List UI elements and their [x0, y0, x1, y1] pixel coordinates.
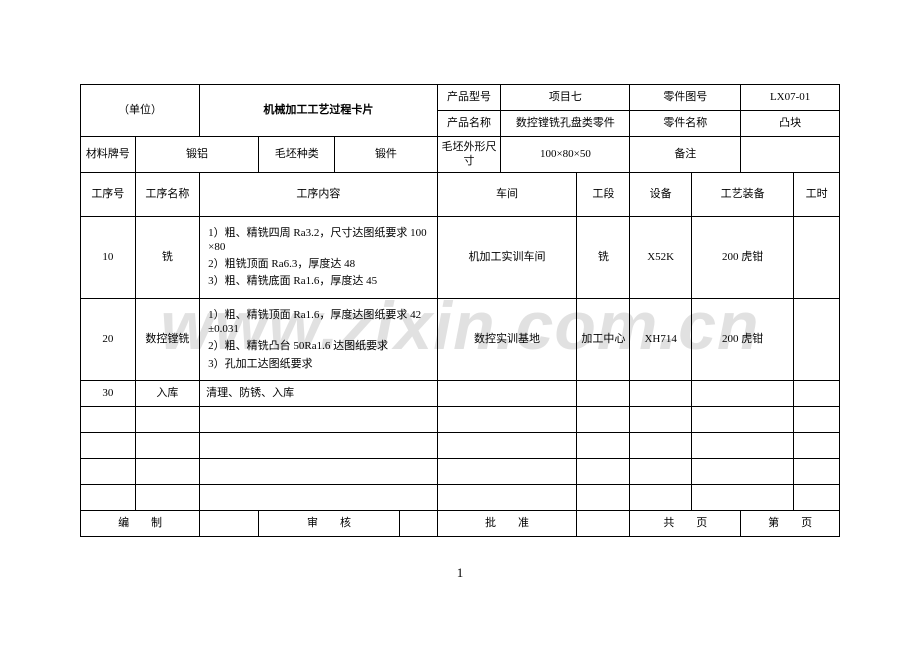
content-line: 1）粗、精铣顶面 Ra1.6，厚度达图纸要求 42±0.031 — [208, 308, 429, 337]
op-no: 30 — [81, 380, 136, 406]
table-row-empty — [81, 432, 840, 458]
content-line: 2）粗、精铣凸台 50Ra1.6 达图纸要求 — [208, 339, 429, 353]
product-model: 项目七 — [501, 85, 630, 111]
content-line: 2）粗铣顶面 Ra6.3，厚度达 48 — [208, 257, 429, 271]
process-card-sheet: （单位） 机械加工工艺过程卡片 产品型号 项目七 零件图号 LX07-01 产品… — [80, 84, 840, 581]
blank-size-label: 毛坯外形尺寸 — [437, 137, 501, 173]
unit-cell: （单位） — [81, 85, 200, 137]
remark-label: 备注 — [630, 137, 741, 173]
remark — [741, 137, 840, 173]
table-row-empty — [81, 406, 840, 432]
col-op-content: 工序内容 — [200, 172, 438, 216]
workshop: 数控实训基地 — [437, 298, 577, 380]
op-content: 清理、防锈、入库 — [200, 380, 438, 406]
op-no: 10 — [81, 216, 136, 298]
content-line: 3）孔加工达图纸要求 — [208, 357, 429, 371]
product-name-label: 产品名称 — [437, 111, 501, 137]
col-op-no: 工序号 — [81, 172, 136, 216]
workshop — [437, 380, 577, 406]
page-no-label: 第 页 — [741, 510, 840, 536]
part-drawing-no-label: 零件图号 — [630, 85, 741, 111]
process-card-table: （单位） 机械加工工艺过程卡片 产品型号 项目七 零件图号 LX07-01 产品… — [80, 84, 840, 537]
page-number: 1 — [80, 565, 840, 581]
equipment — [630, 380, 691, 406]
col-tooling: 工艺装备 — [691, 172, 793, 216]
hours — [794, 380, 840, 406]
tooling — [691, 380, 793, 406]
card-title: 机械加工工艺过程卡片 — [200, 85, 438, 137]
total-pages-label: 共 页 — [630, 510, 741, 536]
op-name: 数控镗铣 — [135, 298, 200, 380]
hours — [794, 216, 840, 298]
material-no: 锻铝 — [135, 137, 259, 173]
table-row: 10 铣 1）粗、精铣四周 Ra3.2，尺寸达图纸要求 100×80 2）粗铣顶… — [81, 216, 840, 298]
table-row: 20 数控镗铣 1）粗、精铣顶面 Ra1.6，厚度达图纸要求 42±0.031 … — [81, 298, 840, 380]
col-workshop: 车间 — [437, 172, 577, 216]
part-name: 凸块 — [741, 111, 840, 137]
table-row-empty — [81, 484, 840, 510]
footer-row: 编 制 审 核 批 准 共 页 第 页 — [81, 510, 840, 536]
col-section: 工段 — [577, 172, 630, 216]
section: 加工中心 — [577, 298, 630, 380]
content-line: 3）粗、精铣底面 Ra1.6，厚度达 45 — [208, 274, 429, 288]
op-content: 1）粗、精铣四周 Ra3.2，尺寸达图纸要求 100×80 2）粗铣顶面 Ra6… — [200, 216, 438, 298]
blank-type-label: 毛坯种类 — [259, 137, 335, 173]
equipment: XH714 — [630, 298, 691, 380]
op-name: 铣 — [135, 216, 200, 298]
hours — [794, 298, 840, 380]
col-equipment: 设备 — [630, 172, 691, 216]
content-line: 1）粗、精铣四周 Ra3.2，尺寸达图纸要求 100×80 — [208, 226, 429, 255]
op-name: 入库 — [135, 380, 200, 406]
compile-label: 编 制 — [81, 510, 200, 536]
op-content: 1）粗、精铣顶面 Ra1.6，厚度达图纸要求 42±0.031 2）粗、精铣凸台… — [200, 298, 438, 380]
table-row: 30 入库 清理、防锈、入库 — [81, 380, 840, 406]
op-no: 20 — [81, 298, 136, 380]
check-label: 审 核 — [259, 510, 399, 536]
col-hours: 工时 — [794, 172, 840, 216]
product-model-label: 产品型号 — [437, 85, 501, 111]
section — [577, 380, 630, 406]
tooling: 200 虎钳 — [691, 298, 793, 380]
section: 铣 — [577, 216, 630, 298]
approve-label: 批 准 — [437, 510, 577, 536]
workshop: 机加工实训车间 — [437, 216, 577, 298]
material-no-label: 材料牌号 — [81, 137, 136, 173]
header-row-1: （单位） 机械加工工艺过程卡片 产品型号 项目七 零件图号 LX07-01 — [81, 85, 840, 111]
col-op-name: 工序名称 — [135, 172, 200, 216]
product-name: 数控镗铣孔盘类零件 — [501, 111, 630, 137]
part-name-label: 零件名称 — [630, 111, 741, 137]
equipment: X52K — [630, 216, 691, 298]
part-drawing-no: LX07-01 — [741, 85, 840, 111]
blank-size: 100×80×50 — [501, 137, 630, 173]
material-row: 材料牌号 锻铝 毛坯种类 锻件 毛坯外形尺寸 100×80×50 备注 — [81, 137, 840, 173]
tooling: 200 虎钳 — [691, 216, 793, 298]
table-row-empty — [81, 458, 840, 484]
blank-type: 锻件 — [335, 137, 437, 173]
column-header-row: 工序号 工序名称 工序内容 车间 工段 设备 工艺装备 工时 — [81, 172, 840, 216]
